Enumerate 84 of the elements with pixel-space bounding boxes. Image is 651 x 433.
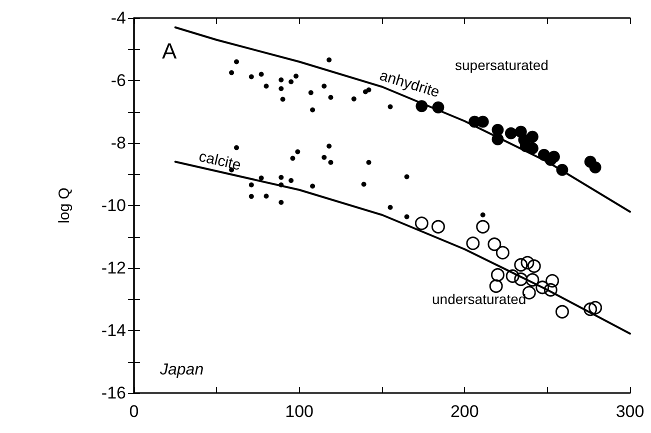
y-tick-label: -14 — [101, 321, 126, 340]
point — [258, 72, 264, 77]
point — [416, 100, 428, 112]
point — [322, 84, 327, 89]
point — [496, 246, 510, 260]
point — [310, 184, 316, 189]
point — [546, 274, 560, 288]
point — [351, 96, 356, 102]
x-tick-label: 100 — [285, 402, 314, 421]
point — [404, 174, 410, 180]
point — [536, 280, 550, 294]
point — [388, 104, 393, 110]
point — [489, 279, 503, 293]
annotation: Japan — [159, 362, 204, 378]
y-tick-label: -12 — [101, 258, 126, 278]
annotation: supersaturated — [455, 57, 548, 73]
point — [278, 174, 284, 180]
point — [264, 194, 269, 199]
point — [488, 238, 502, 251]
point — [229, 70, 234, 76]
point — [328, 94, 334, 100]
point — [431, 220, 445, 234]
annotation: undersaturated — [432, 291, 526, 307]
point — [326, 57, 332, 62]
point — [248, 182, 254, 188]
point — [322, 154, 327, 160]
point — [556, 164, 568, 176]
point — [504, 127, 517, 140]
point — [294, 74, 299, 79]
point — [366, 160, 372, 165]
text: calcite — [197, 148, 242, 174]
point — [290, 156, 296, 161]
y-tick-label: -16 — [101, 384, 126, 402]
point — [506, 269, 520, 283]
point — [514, 272, 528, 286]
point — [278, 200, 284, 205]
y-tick-label: -10 — [101, 196, 126, 215]
point — [476, 220, 490, 234]
point — [584, 302, 598, 316]
y-axis-title: log Q — [56, 188, 73, 224]
x-tick-label: 200 — [450, 402, 479, 421]
point — [544, 283, 558, 297]
point — [366, 87, 372, 92]
x-tick-label: 300 — [616, 402, 644, 421]
point — [278, 77, 284, 82]
point — [288, 79, 294, 84]
point — [514, 258, 528, 272]
point — [234, 59, 240, 64]
annotation: A — [162, 38, 177, 64]
point — [234, 145, 240, 150]
point — [361, 182, 366, 187]
point — [264, 84, 269, 89]
point — [414, 216, 428, 230]
y-tick-label: -6 — [110, 71, 126, 90]
point — [480, 212, 486, 218]
point — [308, 90, 314, 96]
point — [248, 194, 254, 199]
point — [328, 160, 334, 165]
point — [589, 161, 602, 174]
point — [492, 133, 504, 146]
point — [258, 176, 264, 180]
point — [278, 182, 284, 188]
point — [404, 214, 410, 220]
point — [490, 268, 504, 282]
y-tick-label: -8 — [110, 134, 126, 152]
point — [588, 300, 602, 314]
x-tick-label: 0 — [129, 402, 139, 421]
point — [466, 236, 480, 250]
point — [432, 101, 444, 114]
point — [248, 74, 254, 80]
y-tick-label: -4 — [110, 8, 126, 28]
point — [527, 259, 541, 273]
point — [288, 178, 294, 183]
point — [295, 149, 300, 154]
point — [526, 273, 540, 287]
point — [388, 204, 393, 210]
point — [526, 130, 538, 143]
point — [520, 256, 534, 270]
point — [280, 96, 286, 102]
point — [555, 305, 569, 318]
text: anhydrite — [378, 67, 442, 102]
point — [326, 144, 332, 149]
point — [310, 107, 316, 112]
point — [278, 86, 284, 92]
